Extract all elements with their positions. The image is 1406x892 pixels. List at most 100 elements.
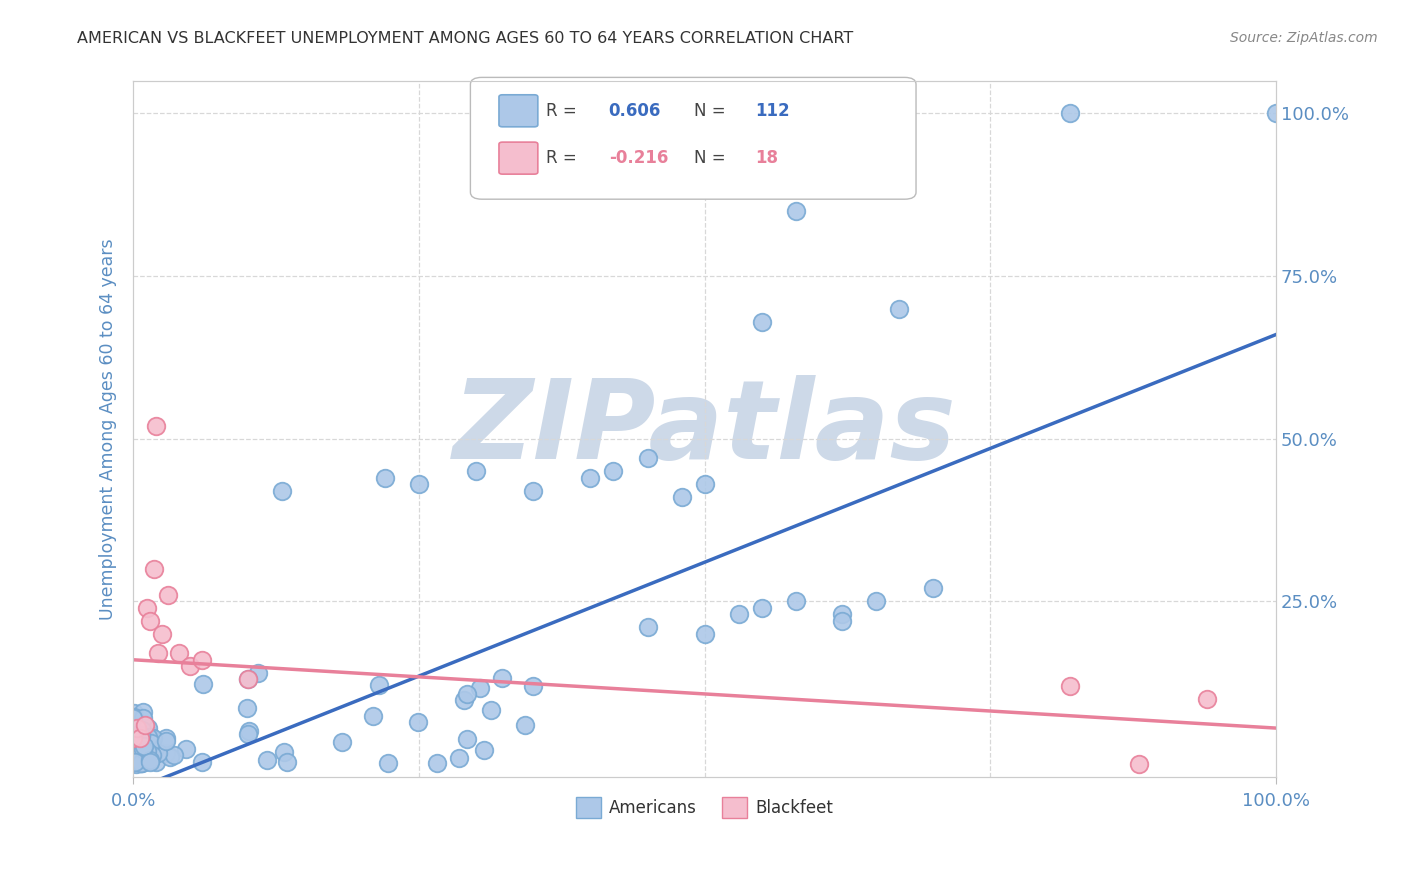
Text: AMERICAN VS BLACKFEET UNEMPLOYMENT AMONG AGES 60 TO 64 YEARS CORRELATION CHART: AMERICAN VS BLACKFEET UNEMPLOYMENT AMONG… [77,31,853,46]
FancyBboxPatch shape [471,78,917,199]
Americans [256,753,278,767]
Americans [122,751,145,765]
Americans [139,753,162,767]
Americans [124,755,146,769]
Americans [143,738,166,752]
Text: N =: N = [695,102,731,120]
Americans [135,754,157,768]
Americans [236,673,259,687]
Americans [131,756,153,770]
Americans [128,756,150,771]
FancyBboxPatch shape [499,95,538,127]
Americans [148,747,170,761]
Americans [125,747,148,762]
Text: 112: 112 [755,102,790,120]
Americans [472,743,495,757]
Americans [129,728,152,742]
Americans [141,747,163,762]
Americans [1265,106,1288,120]
Americans [159,750,181,764]
Americans [128,747,150,762]
Americans [831,607,853,622]
Americans [408,715,430,730]
Blackfeet [134,718,156,732]
Americans [671,490,693,504]
Americans [453,693,475,707]
Americans [785,594,807,608]
Americans [174,742,197,756]
Americans [456,687,478,701]
Americans [426,756,449,770]
Text: Source: ZipAtlas.com: Source: ZipAtlas.com [1230,31,1378,45]
Americans [122,710,145,724]
Americans [129,747,152,761]
Blackfeet [129,731,152,745]
Americans [751,600,773,615]
Text: 0.606: 0.606 [609,102,661,120]
Blackfeet [145,418,167,433]
Blackfeet [136,600,159,615]
Americans [145,755,167,769]
Americans [238,723,260,738]
Americans [125,731,148,745]
Americans [377,756,399,771]
Americans [470,681,492,696]
Americans [128,751,150,765]
Blackfeet [167,646,190,660]
Americans [122,747,145,761]
Blackfeet [179,659,201,673]
Blackfeet [148,646,170,660]
FancyBboxPatch shape [499,142,538,174]
Americans [155,733,177,747]
Text: R =: R = [546,102,582,120]
Blackfeet [122,731,145,745]
Americans [124,745,146,759]
Americans [124,709,146,723]
Americans [124,706,146,721]
Americans [128,736,150,750]
Americans [125,756,148,771]
Blackfeet [150,626,173,640]
Americans [129,756,152,770]
Americans [155,746,177,760]
Americans [579,470,602,484]
Americans [127,735,149,749]
Blackfeet [236,673,259,687]
Blackfeet [156,588,179,602]
Americans [129,756,152,770]
Americans [276,755,298,769]
Americans [132,741,155,756]
Americans [134,732,156,747]
Text: R =: R = [546,149,582,167]
Blackfeet [139,614,162,628]
Americans [236,701,259,715]
Americans [637,620,659,634]
Americans [138,727,160,741]
Y-axis label: Unemployment Among Ages 60 to 64 years: Unemployment Among Ages 60 to 64 years [100,238,117,620]
Americans [155,731,177,745]
Text: 18: 18 [755,149,778,167]
Americans [513,718,536,732]
Americans [456,732,478,747]
Americans [602,464,624,478]
Americans [247,666,270,681]
Americans [273,745,295,759]
Americans [751,314,773,328]
Blackfeet [1128,756,1150,771]
Americans [132,705,155,719]
Americans [131,750,153,764]
Americans [131,723,153,737]
Americans [361,709,384,723]
Americans [330,735,353,749]
Americans [270,483,292,498]
Americans [367,678,389,692]
Blackfeet [1197,691,1219,706]
Americans [129,751,152,765]
Americans [128,749,150,764]
Americans [1059,106,1081,120]
Americans [693,477,716,491]
Blackfeet [191,653,214,667]
Americans [693,626,716,640]
Americans [129,729,152,743]
Americans [125,755,148,769]
